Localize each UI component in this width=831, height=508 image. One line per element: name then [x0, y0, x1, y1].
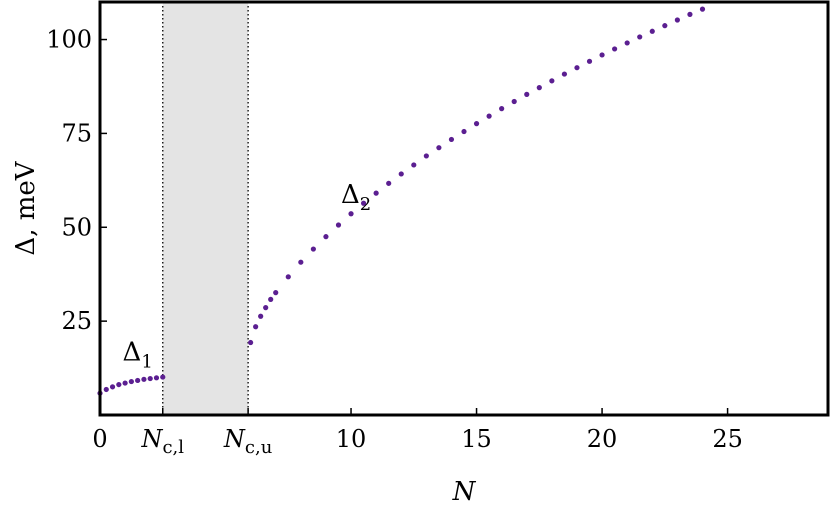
dotted-vlines-layer [162, 2, 249, 415]
series-label-1: Δ1 [123, 338, 153, 373]
series-2-point [423, 153, 429, 159]
series-2-point [298, 259, 304, 265]
y-axis-label: Δ, meV [11, 160, 41, 255]
y-tick-label: 100 [46, 26, 92, 54]
series-2-point [273, 290, 279, 296]
shaded-region-layer [162, 2, 249, 415]
series-2-point [323, 234, 329, 240]
y-tick-label: 25 [61, 307, 92, 335]
series-2-point [373, 190, 379, 196]
series-2-point [486, 113, 492, 119]
series-2-point [612, 46, 618, 52]
series-2-point [536, 85, 542, 91]
x-tick-label: 20 [587, 425, 618, 453]
series-2-point [268, 296, 274, 302]
x-tick-label: 25 [712, 425, 743, 453]
ticks-layer: 0 10 15 20 25 Nc,l Nc,u 25 50 75 100 [46, 26, 743, 458]
series-2-point [386, 180, 392, 186]
series-label-2: Δ2 [341, 180, 371, 215]
plot-frame [98, 0, 830, 417]
x-tick-label: 15 [461, 425, 492, 453]
series-2-point [411, 162, 417, 168]
series-1-point [153, 375, 160, 381]
series-2-point [574, 65, 580, 71]
series-1-point [128, 378, 134, 385]
x-tick-label: 10 [336, 425, 367, 453]
series-2-point [699, 6, 706, 12]
series-1-point [109, 384, 116, 390]
series-1-point [160, 374, 166, 380]
series-2-point [499, 106, 505, 112]
series-2-point [448, 136, 455, 143]
series-2-point [549, 78, 555, 84]
series-2-point [348, 211, 354, 217]
series-2-point [586, 58, 593, 64]
y-tick-label: 75 [61, 119, 92, 147]
x-tick-label-special: Nc,l [140, 425, 184, 458]
series-1-point [116, 381, 122, 388]
series-2-point [461, 128, 467, 135]
x-tick-label: 0 [92, 425, 107, 453]
series-2-point [248, 339, 254, 346]
y-tick-label: 50 [61, 213, 92, 241]
series-2-point [285, 274, 291, 280]
series-2-point [335, 222, 342, 228]
series-2-point [524, 91, 530, 97]
series-2-point [687, 11, 693, 17]
series-2-point [649, 28, 655, 34]
series-2-point [436, 145, 442, 151]
series-2-point [258, 313, 264, 319]
x-tick-label-special: Nc,u [223, 425, 272, 458]
shaded-region [162, 2, 249, 415]
series-1-point [103, 386, 109, 393]
series-2-point [599, 52, 605, 58]
series-1-point [122, 380, 128, 386]
data-points-layer [97, 6, 706, 396]
series-2-point [360, 200, 367, 206]
series-2-point [561, 71, 568, 77]
series-2-point [511, 98, 517, 105]
series-2-point [624, 40, 630, 46]
series-1-point [147, 375, 153, 382]
series-2-point [398, 171, 404, 177]
series-2-point [473, 121, 480, 127]
series-2-point [662, 23, 668, 29]
series-1-point [135, 377, 141, 384]
series-2-point [263, 305, 269, 311]
series-2-point [310, 246, 316, 252]
series-2-point [674, 17, 680, 23]
series-2-point [637, 34, 643, 40]
series-1-point [141, 376, 147, 382]
x-axis-label: N [452, 477, 477, 507]
series-2-point [253, 324, 259, 330]
